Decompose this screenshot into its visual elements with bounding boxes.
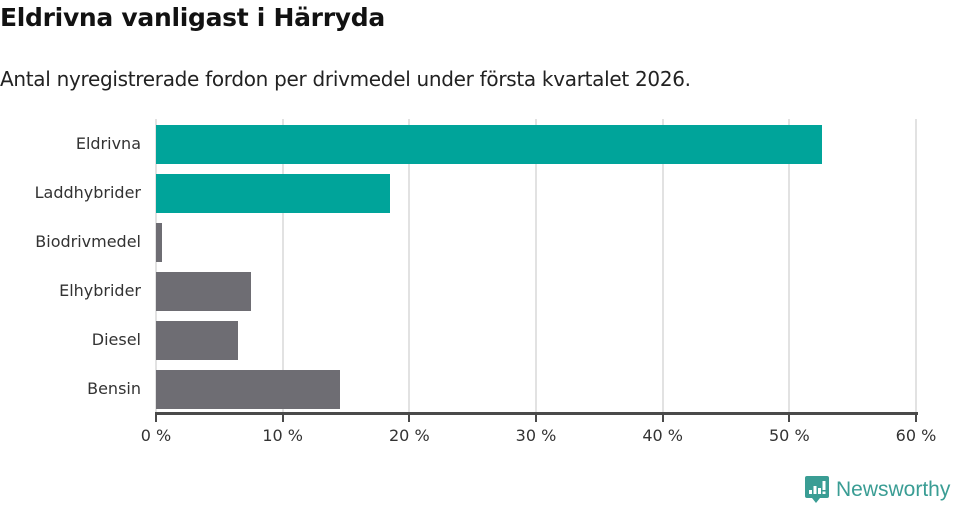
category-label: Laddhybrider [34, 183, 141, 202]
gridline [281, 119, 284, 413]
brand-name: Newsworthy [836, 478, 951, 501]
bar-biodrivmedel[interactable] [156, 223, 163, 262]
category-label: Diesel [91, 330, 141, 349]
x-tick [281, 412, 284, 422]
plot-area [155, 119, 917, 413]
newsworthy-logo[interactable]: Newsworthy [804, 475, 950, 505]
x-tick [788, 412, 791, 422]
x-tick [535, 412, 537, 422]
gridline [788, 119, 791, 413]
category-label: Eldrivna [75, 134, 141, 153]
x-tick [155, 412, 157, 422]
chart-subtitle: Antal nyregistrerade fordon per drivmede… [0, 67, 691, 91]
gridline [535, 119, 537, 413]
x-tick [661, 412, 664, 422]
gridline [661, 119, 664, 413]
gridline [155, 119, 157, 413]
bar-diesel[interactable] [156, 321, 239, 360]
x-tick-label: 60 % [895, 426, 937, 445]
x-tick-label: 20 % [389, 426, 430, 445]
category-label: Elhybrider [59, 281, 141, 300]
gridline [915, 119, 917, 413]
x-tick-label: 50 % [769, 426, 810, 445]
x-tick-label: 10 % [262, 426, 303, 445]
category-label: Bensin [87, 379, 141, 398]
x-tick [915, 412, 917, 422]
bar-chart-speech-bubble-icon [805, 476, 829, 503]
bar-bensin[interactable] [156, 370, 340, 409]
x-tick-label: 30 % [515, 426, 557, 445]
bar-eldrivna[interactable] [156, 125, 823, 164]
x-tick [408, 412, 411, 422]
x-tick-label: 0 % [140, 426, 172, 445]
chart-title: Eldrivna vanligast i Härryda [0, 3, 385, 32]
x-tick-label: 40 % [642, 426, 683, 445]
bar-laddhybrider[interactable] [156, 174, 391, 213]
bar-elhybrider[interactable] [156, 272, 251, 311]
category-label: Biodrivmedel [35, 232, 141, 251]
gridline [408, 119, 411, 413]
